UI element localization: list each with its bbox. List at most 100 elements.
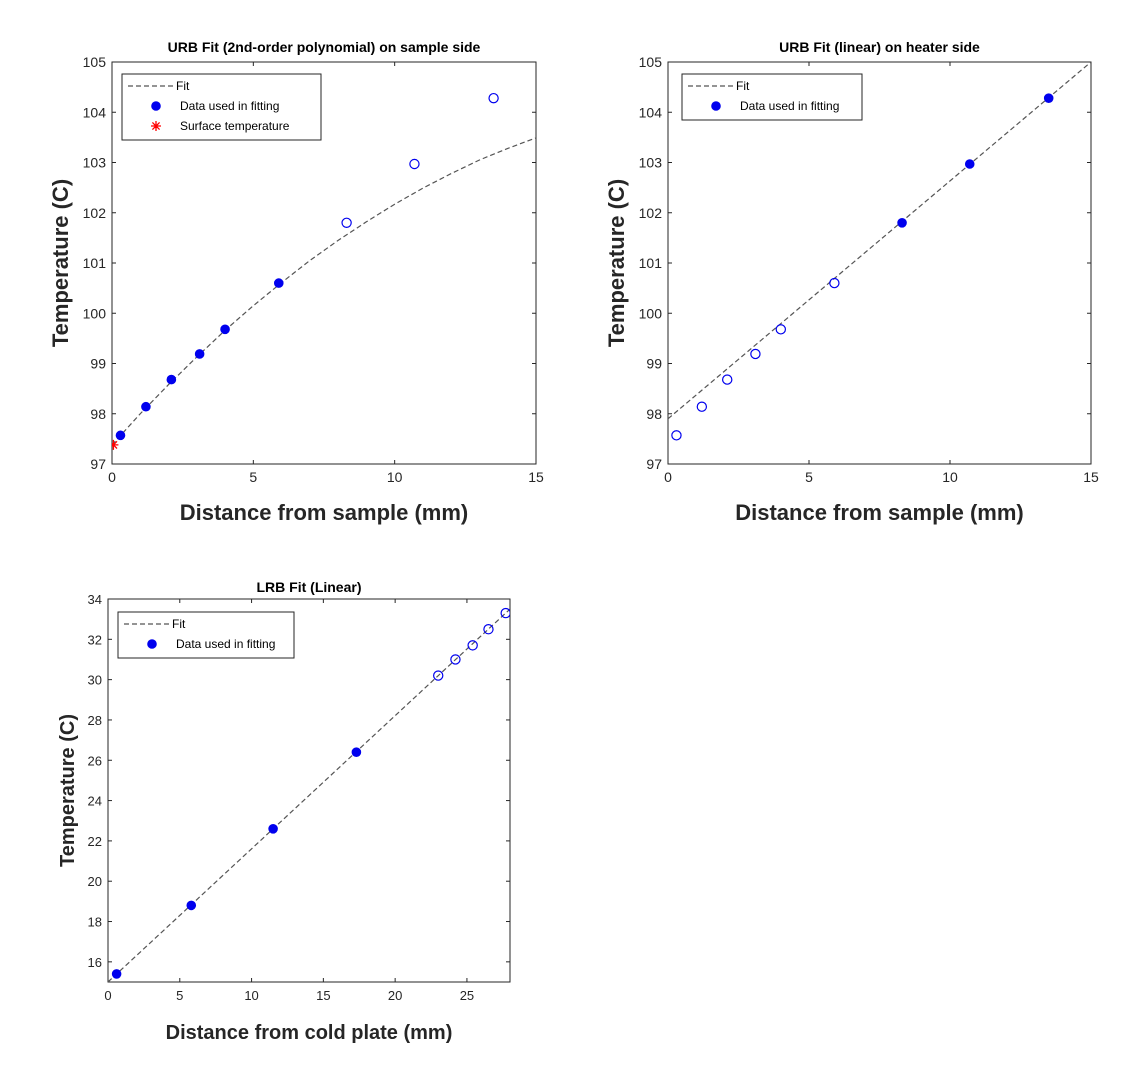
x-tick-label: 5 [249, 469, 257, 485]
legend-label: Data used in fitting [740, 99, 839, 113]
data-point-unused [450, 654, 461, 665]
data-point-unused [341, 217, 352, 228]
data-point-unused [671, 430, 682, 441]
data-point-fitted [141, 401, 151, 412]
legend-marker-swatch [151, 121, 161, 131]
x-axis-label: Distance from sample (mm) [180, 500, 469, 525]
data-point-unused [483, 624, 494, 635]
x-tick-label: 15 [1083, 469, 1099, 485]
legend-label: Fit [736, 79, 750, 93]
x-tick-label: 25 [460, 988, 474, 1003]
chart-title: LRB Fit (Linear) [257, 579, 362, 595]
data-point-unused [500, 607, 510, 619]
y-tick-label: 34 [88, 592, 102, 607]
legend-label: Surface temperature [180, 119, 290, 133]
data-point-fitted [115, 430, 126, 441]
x-axis-label: Distance from cold plate (mm) [166, 1022, 453, 1044]
x-tick-label: 0 [108, 469, 116, 485]
y-tick-label: 22 [88, 834, 102, 849]
y-tick-label: 104 [639, 104, 663, 120]
data-point-fitted [166, 374, 177, 385]
x-tick-label: 10 [387, 469, 403, 485]
legend-marker-swatch [711, 101, 721, 111]
y-tick-label: 99 [646, 356, 662, 372]
y-tick-label: 97 [90, 456, 106, 472]
legend-marker-swatch [147, 639, 157, 649]
y-tick-label: 97 [646, 456, 662, 472]
data-point-unused [829, 277, 840, 289]
y-tick-label: 98 [90, 406, 106, 422]
y-tick-label: 105 [639, 54, 663, 70]
y-tick-label: 103 [83, 155, 107, 171]
data-point-unused [433, 670, 444, 681]
y-tick-label: 100 [639, 305, 663, 321]
data-point-fitted [1043, 93, 1054, 103]
y-tick-label: 102 [639, 205, 663, 221]
fit-line [108, 608, 510, 982]
data-point-unused [488, 92, 499, 104]
legend-box [117, 611, 295, 659]
x-tick-label: 15 [528, 469, 544, 485]
data-point-unused [750, 348, 761, 360]
data-point-unused [775, 324, 787, 335]
y-tick-label: 101 [639, 255, 663, 271]
y-tick-label: 105 [83, 54, 107, 70]
y-tick-label: 20 [88, 874, 102, 889]
legend: Fit Data used in fitting Surface temperatu… [121, 73, 322, 141]
y-axis-label: Temperature (C) [48, 179, 73, 347]
y-tick-label: 28 [88, 713, 102, 728]
data-point-fitted [897, 218, 907, 228]
legend-label: Data used in fitting [176, 637, 275, 651]
fit-line [112, 137, 536, 446]
y-tick-label: 102 [83, 205, 107, 221]
plot-area [667, 61, 1092, 465]
data-point-fitted [964, 159, 975, 169]
x-axis-label: Distance from sample (mm) [735, 500, 1024, 525]
fit-line [668, 62, 1091, 420]
data-point-unused [467, 640, 478, 651]
legend-label: Fit [172, 617, 186, 631]
y-tick-label: 101 [83, 255, 107, 271]
x-tick-label: 15 [316, 988, 330, 1003]
y-tick-label: 24 [88, 794, 102, 809]
data-point-unused [696, 401, 708, 412]
series-group [112, 92, 536, 450]
x-tick-label: 0 [104, 988, 111, 1003]
y-tick-label: 99 [90, 356, 106, 372]
chart-2: 0 5 10 15 97 98 99 100 101 102 103 104 105 URB Fit (l… [604, 39, 1099, 525]
chart-title: URB Fit (2nd-order polynomial) on sample… [168, 39, 481, 55]
y-tick-label: 104 [83, 104, 107, 120]
plot-area [107, 598, 511, 983]
y-tick-label: 98 [646, 406, 662, 422]
x-tick-label: 5 [805, 469, 813, 485]
data-point-unused [409, 158, 420, 170]
legend-label: Data used in fitting [180, 99, 279, 113]
y-axis-label: Temperature (C) [604, 179, 629, 347]
y-tick-label: 100 [83, 305, 107, 321]
x-tick-label: 10 [942, 469, 958, 485]
chart-title: URB Fit (linear) on heater side [779, 39, 980, 55]
data-point-fitted [186, 900, 197, 911]
data-point-fitted [194, 349, 205, 359]
chart-3: 0 5 10 15 20 25 16 18 20 22 24 26 28 30 32 34 LRB Fit (L… [57, 579, 511, 1044]
x-tick-label: 0 [664, 469, 672, 485]
y-tick-label: 18 [88, 915, 102, 930]
data-point-fitted [351, 747, 362, 758]
y-tick-label: 32 [88, 632, 102, 647]
legend: Fit Data used in fitting [117, 611, 295, 659]
chart-1: 0 5 10 15 97 98 99 100 101 102 103 104 105 URB Fit (2… [48, 39, 544, 525]
data-point-fitted [273, 278, 284, 288]
legend: Fit Data used in fitting [681, 73, 863, 121]
data-point-fitted [268, 824, 278, 834]
y-tick-label: 103 [639, 155, 663, 171]
y-tick-label: 30 [88, 673, 102, 688]
y-tick-label: 16 [88, 955, 102, 970]
legend-box [681, 73, 863, 121]
y-tick-label: 26 [88, 753, 102, 768]
y-axis-label: Temperature (C) [57, 714, 79, 867]
surface-point [112, 439, 119, 450]
series-group [668, 62, 1091, 441]
series-group [108, 607, 510, 982]
data-point-unused [722, 374, 733, 385]
